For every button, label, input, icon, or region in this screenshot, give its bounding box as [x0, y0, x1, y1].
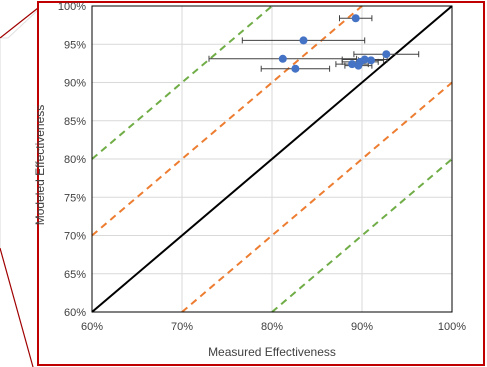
reference-line-4 [271, 158, 453, 313]
data-point-7 [348, 60, 357, 69]
y-tick-label-8: 100% [58, 1, 86, 13]
y-axis-label: Modeled Effectiveness [33, 105, 47, 226]
y-tick-labels: 60% 65% 70% 75% 80% 85% 90% 95% 100% [58, 1, 86, 319]
y-tick-label-2: 70% [64, 231, 86, 243]
y-tick-label-4: 80% [64, 154, 86, 166]
data-point-2 [278, 54, 287, 63]
data-points [278, 14, 391, 73]
reference-lines [91, 5, 453, 313]
y-tick-label-3: 75% [64, 192, 86, 204]
callout-line-top [0, 7, 39, 39]
data-point-4 [382, 50, 391, 59]
x-tick-label-1: 70% [171, 321, 193, 333]
data-point-1 [299, 36, 308, 45]
callout-outline [0, 9, 39, 39]
x-tick-label-4: 100% [438, 321, 466, 333]
parity-line [91, 5, 453, 313]
plot-area [91, 5, 453, 313]
y-tick-label-6: 90% [64, 78, 86, 90]
x-tick-label-3: 90% [351, 321, 373, 333]
y-tick-label-0: 60% [64, 307, 86, 319]
data-point-8 [354, 61, 363, 70]
callout-line-bottom [0, 247, 34, 367]
x-tick-labels: 60% 70% 80% 90% 100% [81, 321, 466, 333]
x-axis-label: Measured Effectiveness [208, 345, 336, 359]
x-tick-label-0: 60% [81, 321, 103, 333]
y-tick-label-7: 95% [64, 39, 86, 51]
data-point-9 [367, 56, 375, 65]
chart-frame [37, 1, 485, 366]
reference-line-3 [91, 5, 273, 160]
y-tick-label-5: 85% [64, 116, 86, 128]
x-tick-label-2: 80% [261, 321, 283, 333]
data-point-0 [351, 14, 360, 23]
data-point-3 [291, 64, 300, 73]
y-tick-label-1: 65% [64, 269, 86, 281]
